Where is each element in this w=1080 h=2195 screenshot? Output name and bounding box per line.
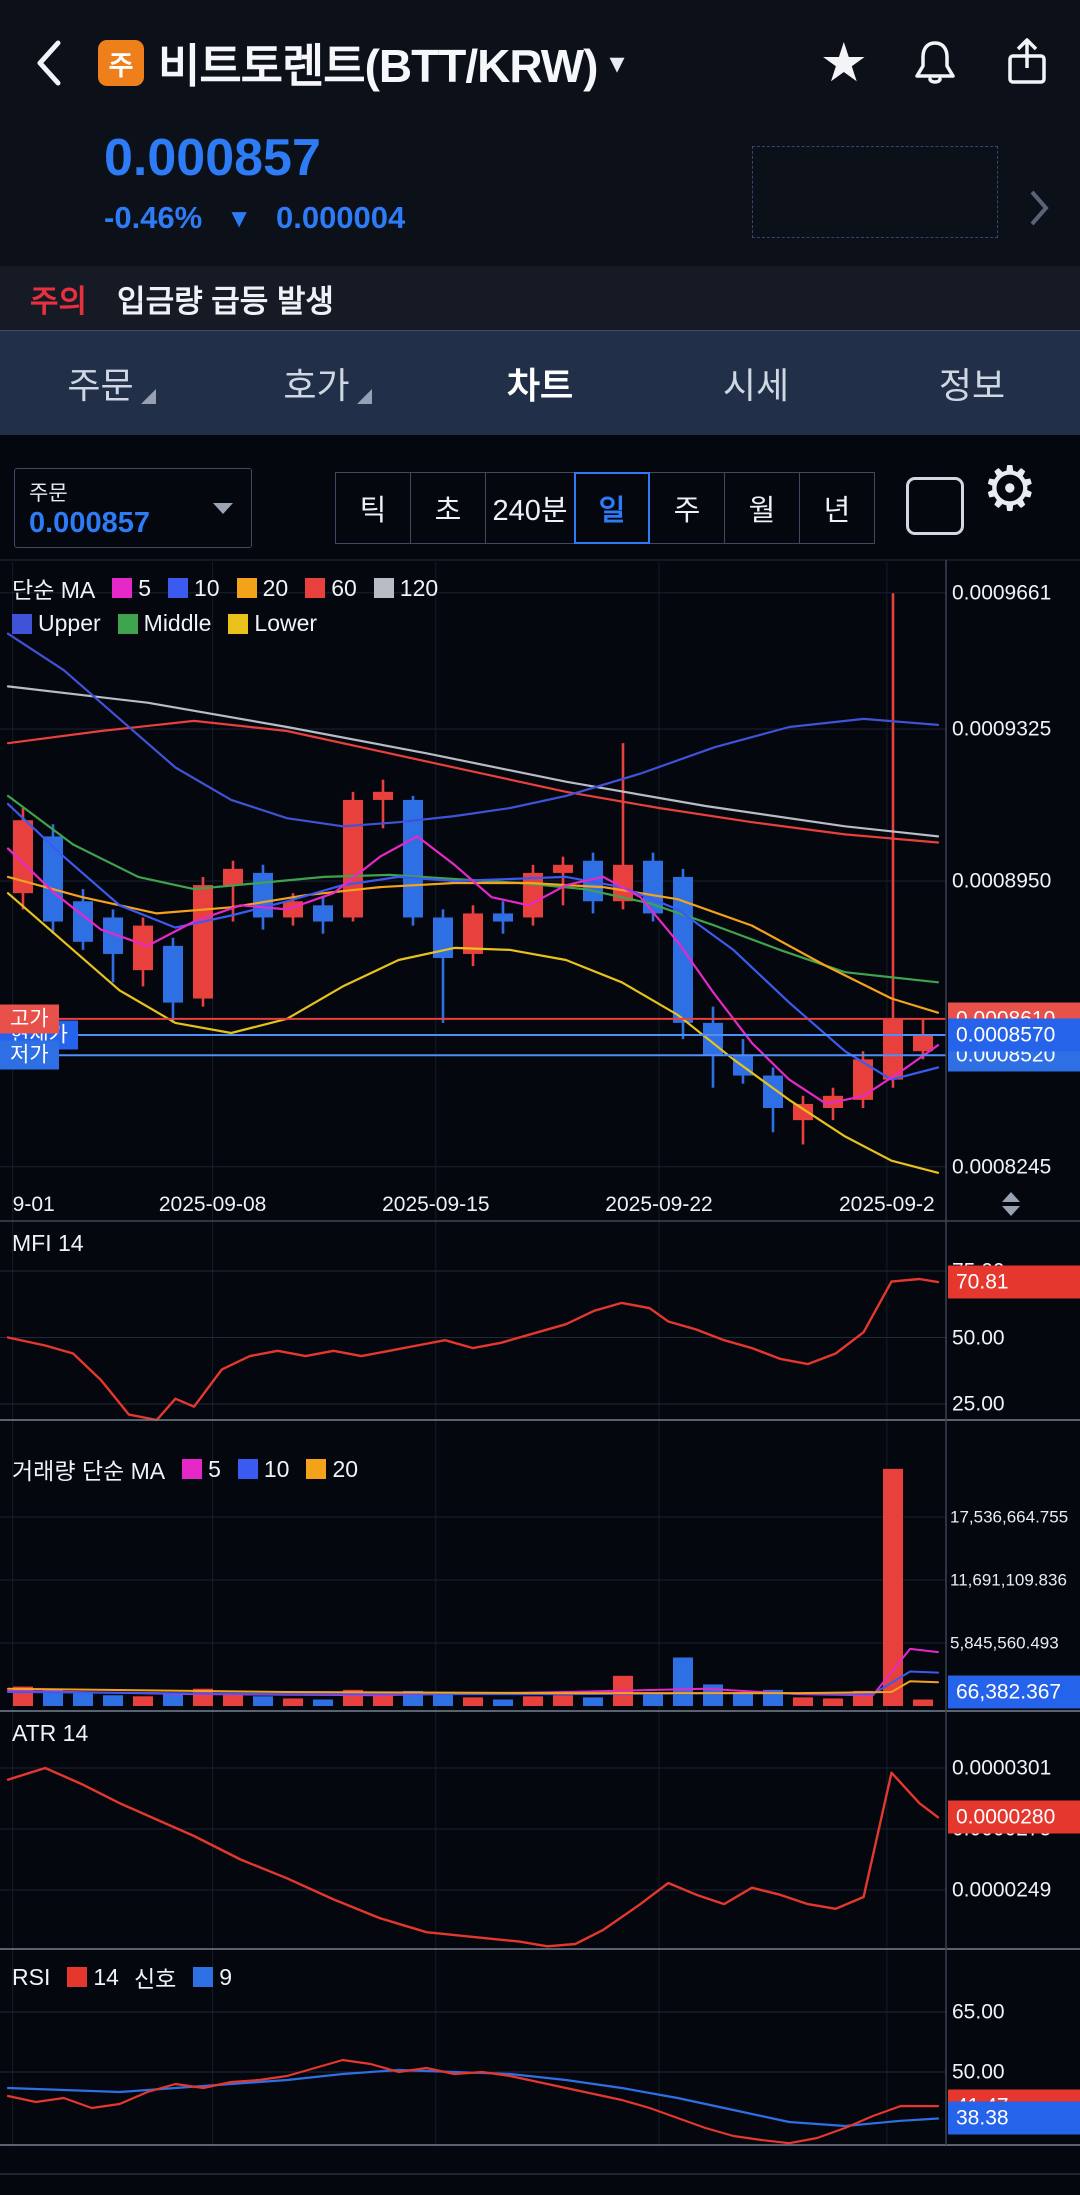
period-week[interactable]: 주 xyxy=(649,472,725,544)
header-background xyxy=(0,0,1080,266)
ma5-chip-icon xyxy=(112,578,133,598)
atr-title: ATR 14 xyxy=(12,1720,89,1746)
share-icon[interactable] xyxy=(1002,36,1052,90)
tab-order[interactable]: 주문 xyxy=(0,331,216,435)
x-axis-label: 9-01 xyxy=(12,1193,55,1216)
x-axis-label: 2025-09-2 xyxy=(838,1193,935,1216)
chevron-down-icon xyxy=(213,503,233,514)
change-percent: -0.46% xyxy=(104,200,203,235)
tab-info[interactable]: 정보 xyxy=(938,365,1006,406)
rsi-legend: RSI 14 신호 9 xyxy=(12,1963,233,1993)
page-title[interactable]: 비트토렌트(BTT/KRW) xyxy=(158,40,598,92)
x-axis-label: 2025-09-22 xyxy=(605,1193,713,1216)
axis-scale-icon[interactable] xyxy=(1002,1192,1020,1216)
down-arrow-icon: ▼ xyxy=(226,202,252,233)
boll-lower-chip-icon xyxy=(228,613,249,634)
chart-toolbar: 주문 0.000857 틱 초 240분 일 주 월 년 ⚙ xyxy=(0,435,1080,560)
nav-tabbar: 주문 호가 차트 시세 정보 xyxy=(0,330,1080,435)
vol-ma5-chip-icon xyxy=(182,1459,203,1479)
ma120-chip-icon xyxy=(373,578,394,598)
current-price: 0.000857 xyxy=(104,129,321,187)
period-selector: 틱 초 240분 일 주 월 년 xyxy=(335,472,875,544)
tab-market[interactable]: 시세 xyxy=(722,365,790,406)
ma60-chip-icon xyxy=(305,578,326,598)
bollinger-legend: Upper Middle Lower xyxy=(12,610,317,637)
order-price-dropdown[interactable]: 주문 0.000857 xyxy=(14,468,252,548)
submenu-indicator-icon xyxy=(356,388,372,404)
tab-orderbook[interactable]: 호가 xyxy=(216,331,432,435)
volume-ma-legend: 거래량 단순 MA 5 10 20 xyxy=(12,1455,359,1485)
vol-ma20-chip-icon xyxy=(306,1459,327,1479)
period-year[interactable]: 년 xyxy=(799,472,875,544)
price-change: -0.46% ▼ 0.000004 xyxy=(104,200,405,236)
ma20-chip-icon xyxy=(236,578,257,598)
mfi-title: MFI 14 xyxy=(12,1230,84,1256)
rsi-chip-icon xyxy=(67,1967,88,1987)
price-next-icon[interactable] xyxy=(1026,188,1052,233)
warning-message: 입금량 급등 발생 xyxy=(117,283,334,319)
back-icon[interactable] xyxy=(28,35,72,91)
settings-gear-icon[interactable]: ⚙ xyxy=(982,455,1038,524)
x-axis-label: 2025-09-15 xyxy=(382,1193,490,1216)
notification-bell-icon[interactable] xyxy=(910,37,960,89)
main-ma-legend: 단순 MA 5 10 20 60 120 xyxy=(12,571,438,605)
change-amount: 0.000004 xyxy=(275,200,406,235)
mini-chart-preview[interactable] xyxy=(752,146,998,238)
boll-upper-chip-icon xyxy=(12,613,32,634)
rsi-signal-chip-icon xyxy=(193,1967,214,1987)
warning-tag: 주의 xyxy=(30,283,88,319)
vol-ma10-chip-icon xyxy=(237,1459,258,1479)
favorite-star-icon[interactable]: ★ xyxy=(819,33,868,93)
period-tick[interactable]: 틱 xyxy=(335,472,411,544)
legend-title: 단순 MA xyxy=(12,577,96,603)
tab-chart[interactable]: 차트 xyxy=(506,365,574,406)
submenu-indicator-icon xyxy=(140,388,156,404)
coin-badge: 주 xyxy=(98,40,144,86)
price-prev-icon[interactable] xyxy=(30,188,56,233)
period-240min[interactable]: 240분 xyxy=(485,472,575,544)
app-header: 주 비트토렌트(BTT/KRW) ▾ ★ xyxy=(0,0,1080,126)
square-toggle-icon[interactable] xyxy=(906,477,964,535)
x-axis-label: 2025-09-08 xyxy=(158,1193,267,1216)
title-caret-icon[interactable]: ▾ xyxy=(609,46,625,80)
x-axis: 9-01 2025-09-08 2025-09-15 2025-09-22 2025-0… xyxy=(0,1186,946,1220)
ma10-chip-icon xyxy=(168,578,189,598)
boll-middle-chip-icon xyxy=(117,613,138,634)
period-month[interactable]: 월 xyxy=(724,472,800,544)
period-second[interactable]: 초 xyxy=(410,472,486,544)
warning-banner[interactable]: 주의 입금량 급등 발생 xyxy=(0,266,1080,330)
period-day[interactable]: 일 xyxy=(574,472,650,544)
